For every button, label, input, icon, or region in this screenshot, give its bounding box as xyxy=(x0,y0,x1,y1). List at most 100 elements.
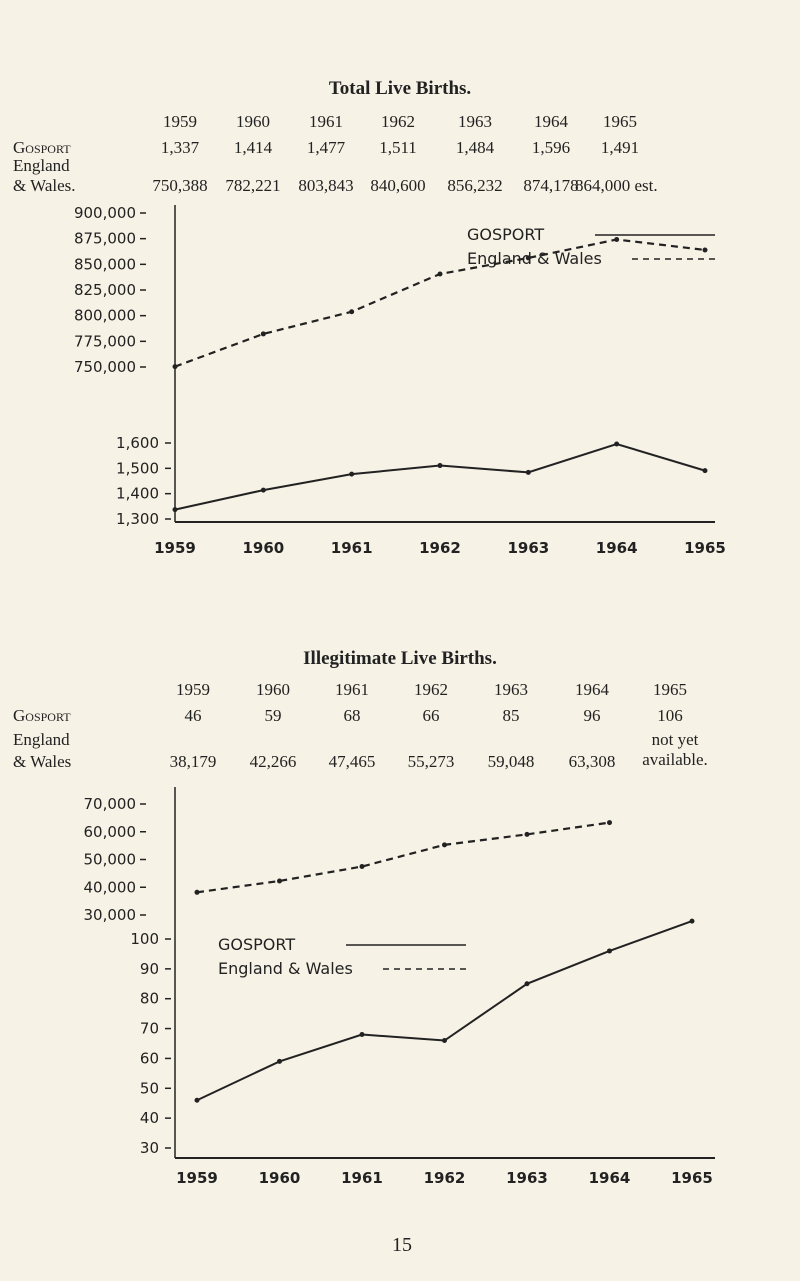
lower-y-tick-label: 60 xyxy=(140,1049,159,1067)
row-label-gosport: Gosport xyxy=(13,706,71,725)
data-point xyxy=(359,864,365,870)
lower-y-tick-label: 1,400 xyxy=(116,485,159,503)
upper-y-tick-label: 775,000 xyxy=(74,332,136,350)
upper-y-tick-label: 750,000 xyxy=(74,358,136,376)
year-header: 1965 xyxy=(603,112,637,131)
upper-y-tick-label: 40,000 xyxy=(84,878,137,896)
england-wales-value: 840,600 xyxy=(370,176,426,195)
gosport-value: 1,484 xyxy=(455,138,495,157)
england-wales-value: 750,388 xyxy=(152,176,208,195)
table-title: Total Live Births. xyxy=(328,78,472,99)
lower-y-tick-label: 50 xyxy=(140,1079,159,1097)
data-point xyxy=(359,1032,365,1038)
gosport-value: 1,477 xyxy=(306,138,346,157)
data-point xyxy=(607,948,612,954)
gosport-value: 59 xyxy=(264,706,282,725)
lower-y-tick-label: 1,300 xyxy=(116,510,159,528)
data-point xyxy=(442,1038,447,1044)
legend-label: GOSPORT xyxy=(467,225,544,244)
data-point xyxy=(525,255,531,261)
data-point xyxy=(194,1097,200,1103)
gosport-value: 96 xyxy=(583,706,601,725)
year-header: 1960 xyxy=(236,112,270,131)
england-wales-value: 803,843 xyxy=(298,176,354,195)
gosport-value: 106 xyxy=(657,706,683,725)
row-label-england: England xyxy=(13,730,70,749)
year-header: 1961 xyxy=(335,680,369,699)
gosport-value: 1,337 xyxy=(160,138,200,157)
data-point xyxy=(172,507,178,513)
data-point xyxy=(277,878,282,884)
x-tick-label: 1962 xyxy=(424,1169,466,1187)
year-header: 1963 xyxy=(494,680,528,699)
lower-y-tick-label: 40 xyxy=(140,1109,159,1127)
england-wales-value: 63,308 xyxy=(568,752,616,771)
x-tick-label: 1963 xyxy=(507,539,549,557)
year-header: 1960 xyxy=(256,680,290,699)
upper-y-tick-label: 900,000 xyxy=(74,204,136,222)
x-tick-label: 1961 xyxy=(341,1169,383,1187)
england-wales-value: 47,465 xyxy=(328,752,376,771)
data-point xyxy=(702,468,708,474)
year-header: 1964 xyxy=(534,112,568,131)
lower-y-tick-label: 70 xyxy=(140,1020,159,1038)
data-point xyxy=(702,247,708,253)
year-header: 1964 xyxy=(575,680,609,699)
upper-y-tick-label: 825,000 xyxy=(74,281,136,299)
year-header: 1962 xyxy=(381,112,415,131)
year-header: 1963 xyxy=(458,112,492,131)
year-header: 1959 xyxy=(163,112,197,131)
data-point xyxy=(442,842,447,848)
england-wales-value: 782,221 xyxy=(225,176,281,195)
legend-label: GOSPORT xyxy=(218,935,295,954)
series-line-england-wales xyxy=(174,238,706,368)
england-wales-value: 856,232 xyxy=(447,176,503,195)
data-point xyxy=(194,889,200,895)
upper-y-tick-label: 30,000 xyxy=(84,906,137,924)
row-label-wales: & Wales. xyxy=(13,176,76,195)
data-point xyxy=(689,918,695,924)
row-label-wales: & Wales xyxy=(13,752,72,771)
x-tick-label: 1963 xyxy=(506,1169,548,1187)
year-header: 1962 xyxy=(414,680,448,699)
data-point xyxy=(614,441,620,447)
upper-y-tick-label: 850,000 xyxy=(74,255,136,273)
data-point xyxy=(349,471,355,477)
x-tick-label: 1959 xyxy=(176,1169,218,1187)
england-wales-value: 38,179 xyxy=(169,752,217,771)
row-label-england: England xyxy=(13,156,70,175)
gosport-value: 66 xyxy=(422,706,440,725)
england-wales-value: 864,000 est. xyxy=(575,176,658,195)
data-point xyxy=(614,237,620,243)
x-tick-label: 1960 xyxy=(242,539,284,557)
gosport-value: 85 xyxy=(502,706,520,725)
england-wales-value: 55,273 xyxy=(407,752,455,771)
legend-label: England & Wales xyxy=(467,249,602,268)
upper-y-tick-label: 70,000 xyxy=(84,795,137,813)
england-wales-value: 59,048 xyxy=(487,752,535,771)
lower-y-tick-label: 90 xyxy=(140,960,159,978)
gosport-value: 1,414 xyxy=(233,138,273,157)
gosport-value: 1,596 xyxy=(531,138,571,157)
data-point xyxy=(172,364,178,370)
table-title: Illegitimate Live Births. xyxy=(303,648,497,669)
data-point xyxy=(525,469,531,475)
x-tick-label: 1964 xyxy=(589,1169,631,1187)
data-point xyxy=(607,820,612,826)
upper-y-tick-label: 60,000 xyxy=(84,823,137,841)
data-point xyxy=(437,463,443,469)
legend-label: England & Wales xyxy=(218,959,353,978)
gosport-value: 1,491 xyxy=(600,138,640,157)
gosport-value: 46 xyxy=(184,706,202,725)
england-wales-value: 42,266 xyxy=(249,752,297,771)
x-tick-label: 1962 xyxy=(419,539,461,557)
x-tick-label: 1959 xyxy=(154,539,196,557)
x-tick-label: 1961 xyxy=(331,539,373,557)
page-number: 15 xyxy=(392,1234,412,1256)
data-point xyxy=(349,309,355,315)
series-line-gosport xyxy=(174,442,706,511)
x-tick-label: 1965 xyxy=(684,539,726,557)
year-header: 1959 xyxy=(176,680,210,699)
upper-y-tick-label: 50,000 xyxy=(84,851,137,869)
